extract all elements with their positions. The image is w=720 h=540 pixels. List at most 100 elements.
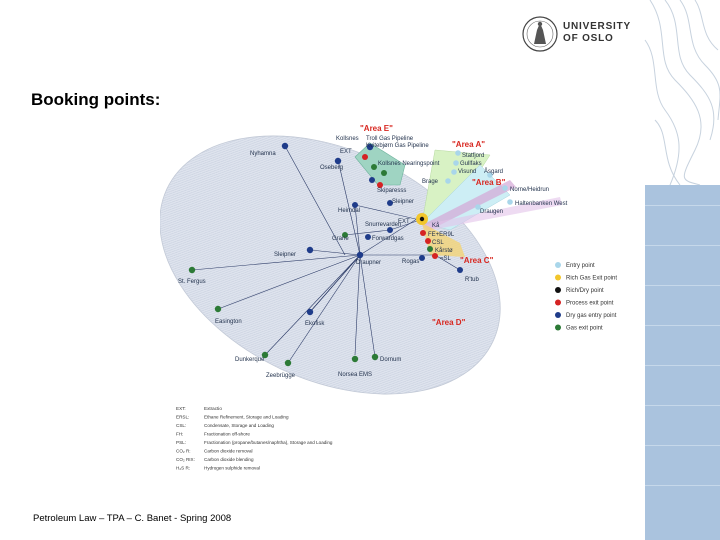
label-csl: CSL (432, 240, 444, 246)
label-kollsnes: Kollsnes (336, 136, 359, 142)
label-dornum: Dornum (380, 357, 401, 363)
abbreviation-code: ERSL: (176, 415, 189, 420)
legend-swatch (555, 262, 561, 268)
pipeline-lines (191, 145, 461, 364)
legend-swatch (555, 312, 561, 318)
node-csl (425, 238, 431, 244)
node-norsea (351, 355, 359, 363)
node-fe-er (420, 230, 426, 236)
label-forwardgas: Forwardgas (372, 236, 404, 242)
legend-label: Gas exit point (566, 326, 603, 332)
abbreviation-text: Hydrogen sulphide removal (204, 466, 260, 471)
abbreviation-text: Carbon dioxide blending (204, 457, 254, 462)
label-troll-gas-pipeline: Troll Gas Pipeline (366, 136, 414, 142)
node-kollsnes-green (371, 164, 377, 170)
node-ekofisk (306, 308, 314, 316)
node-dornum (371, 353, 379, 361)
booking-points-diagram: "Area E" "Area A" "Area B" "Area C" "Are… (160, 125, 617, 471)
label-rtub: R'tub (465, 277, 479, 283)
label-area-d: "Area D" (432, 318, 466, 327)
node-karsto (427, 246, 433, 252)
node-draupner (356, 251, 364, 259)
label-haltenbanken: Haltenbanken West (515, 201, 568, 207)
label-easington: Easington (215, 319, 242, 325)
node-oseberg (334, 157, 342, 165)
abbreviations-list: EXT: Extractio ERSL: Ethane Refinement, Sto… (176, 406, 333, 471)
label-karsto: Kårstø (435, 247, 453, 254)
decorative-band (645, 185, 720, 540)
legend-swatch (555, 324, 561, 331)
node-dunkerque (261, 351, 269, 359)
node-snurrevarden (387, 227, 393, 233)
label-grane: Grane (332, 236, 349, 242)
label-draupner: Draupner (356, 260, 381, 266)
legend-swatch (555, 299, 561, 306)
abbreviation-code: CO₂ RIX: (176, 457, 195, 462)
node-skiparesss (369, 177, 375, 183)
page-title: Booking points: (31, 90, 161, 109)
booking-point-nodes (188, 142, 513, 367)
label-statfjord: Statfjord (462, 153, 484, 159)
node-sleipner (306, 246, 314, 254)
node-brage (445, 178, 451, 184)
node-zeebrugge (284, 359, 292, 367)
label-asgard: Åsgard (484, 168, 503, 175)
label-brage: Brage (422, 179, 439, 185)
node-forwardgas (365, 234, 371, 240)
node-sl (432, 253, 438, 259)
footer-text: Petroleum Law – TPA – C. Banet - Spring … (33, 513, 232, 524)
label-kollsnes-nearing: Kollsnes Nearingspoint (378, 161, 440, 167)
abbreviation-code: CO₂ R: (176, 449, 191, 454)
decorative-head-drawing (644, 0, 720, 185)
node-heimdal (352, 202, 358, 208)
label-sleipner: Sleipner (274, 252, 296, 258)
node-st-fergus (188, 266, 196, 274)
label-skiparesss: Skiparesss (377, 188, 406, 194)
node-asgard (487, 172, 493, 178)
node-haltenbanken (507, 199, 513, 205)
node-visund (451, 169, 457, 175)
label-oseberg: Oseberg (320, 165, 343, 171)
node-statfjord (455, 150, 461, 156)
legend-label: Rich Gas Exit point (566, 276, 617, 282)
abbreviation-text: Carbon dioxide removal (204, 449, 253, 454)
abbreviation-code: FH: (176, 432, 183, 437)
legend-label: Rich/Dry point (566, 288, 604, 294)
legend-label: Entry point (566, 263, 595, 269)
label-area-b: "Area B" (472, 178, 506, 187)
abbreviation-text: Fractionation (propane/butanes/naphtha),… (204, 440, 333, 445)
node-grane (342, 232, 348, 238)
label-norsea: Norsea EMS (338, 372, 372, 378)
node-red-mid (377, 182, 383, 188)
label-gullfaks: Gullfaks (460, 161, 482, 167)
node-troll (381, 170, 387, 176)
label-snurrevarden: Snurrevarden (365, 222, 401, 228)
label-ekofisk: Ekofisk (305, 321, 325, 327)
node-rtub (457, 267, 463, 273)
node-gullfaks (453, 160, 459, 166)
label-st-fergus: St. Fergus (178, 279, 206, 285)
university-name-line1: UNIVERSITY (563, 21, 632, 32)
legend-swatch (555, 274, 561, 281)
label-nyhamna: Nyhamna (250, 151, 276, 157)
label-norne: Norne/Heidrun (510, 187, 549, 193)
abbreviation-code: PSL: (176, 440, 186, 445)
label-visund: Visund (458, 169, 476, 175)
node-norne (502, 185, 508, 191)
node-ka-black (419, 216, 425, 222)
area-b-arrow-2 (422, 197, 562, 231)
university-name: UNIVERSITY OF OSLO (563, 21, 631, 45)
label-sl: =SL (440, 256, 452, 262)
abbreviation-code: CSL: (176, 423, 186, 428)
abbreviation-text: Ethane Refinement, Storage and Loading (204, 415, 289, 420)
label-rogas: Rogas (402, 259, 419, 265)
abbreviation-code: EXT: (176, 406, 186, 411)
label-area-a: "Area A" (452, 140, 485, 149)
abbreviation-code: H₂S R: (176, 466, 190, 471)
legend-label: Process exit point (566, 301, 614, 307)
abbreviation-text: Extractio (204, 406, 222, 411)
node-sleipner-top (387, 200, 393, 206)
node-easington (214, 305, 222, 313)
abbreviation-text: Fractionation off-shore (204, 432, 250, 437)
label-area-e: "Area E" (360, 125, 393, 133)
